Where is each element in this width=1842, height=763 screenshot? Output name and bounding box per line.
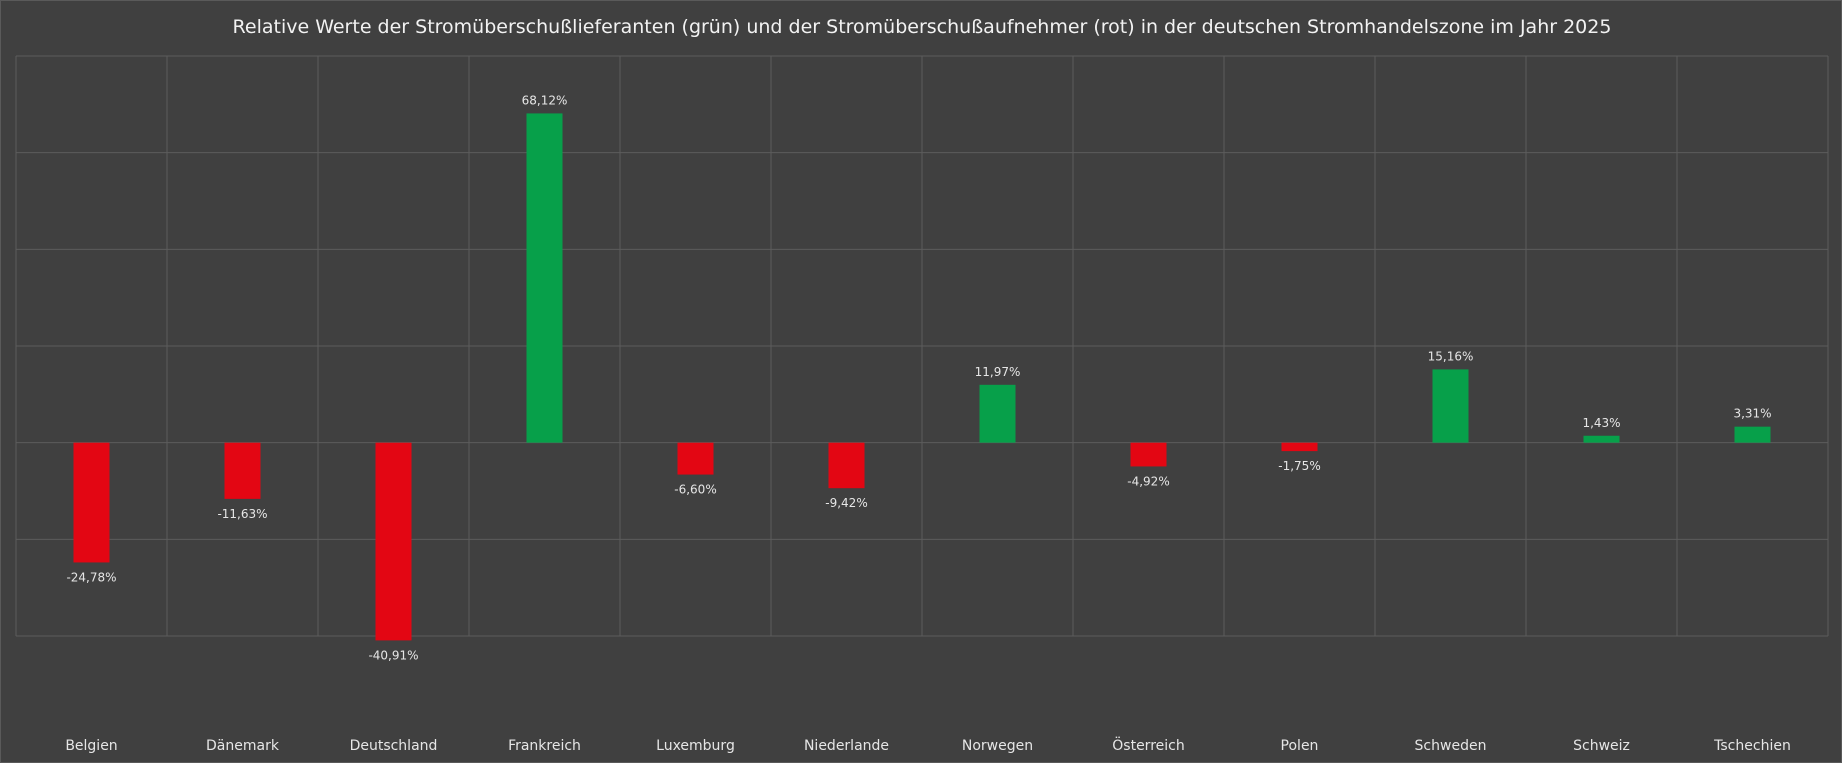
value-label-0: -24,78%: [66, 570, 116, 584]
category-label-3: Frankreich: [508, 738, 581, 754]
value-label-9: 15,16%: [1428, 349, 1474, 363]
bar-7: [1130, 442, 1167, 467]
value-label-7: -4,92%: [1127, 474, 1169, 488]
bar-6: [979, 384, 1016, 443]
value-label-4: -6,60%: [674, 483, 716, 497]
value-label-6: 11,97%: [975, 365, 1021, 379]
value-label-3: 68,12%: [522, 93, 568, 107]
category-label-9: Schweden: [1415, 738, 1487, 754]
bars: [73, 113, 1771, 641]
bar-4: [677, 442, 714, 475]
category-label-7: Österreich: [1112, 736, 1184, 754]
value-label-1: -11,63%: [217, 507, 267, 521]
value-labels: -24,78% -11,63% -40,91% 68,12% -6,60% -9,42% 1…: [66, 93, 1771, 662]
bar-0: [73, 442, 110, 563]
bar-1: [224, 442, 261, 499]
category-label-5: Niederlande: [804, 738, 889, 754]
value-label-2: -40,91%: [368, 648, 418, 662]
category-label-4: Luxemburg: [656, 738, 735, 754]
bar-11: [1734, 426, 1771, 443]
bar-5: [828, 442, 865, 489]
value-label-11: 3,31%: [1733, 407, 1771, 421]
bar-9: [1432, 369, 1469, 443]
category-label-10: Schweiz: [1573, 738, 1630, 754]
category-label-6: Norwegen: [962, 738, 1033, 754]
value-label-5: -9,42%: [825, 496, 867, 510]
category-label-2: Deutschland: [350, 738, 438, 754]
category-label-0: Belgien: [65, 738, 117, 754]
category-labels: Belgien Dänemark Deutschland Frankreich Luxe…: [65, 736, 1791, 754]
category-label-1: Dänemark: [206, 738, 280, 754]
bar-10: [1583, 435, 1620, 443]
bar-2: [375, 442, 412, 641]
bar-3: [526, 113, 563, 443]
value-label-8: -1,75%: [1278, 459, 1320, 473]
chart-title: Relative Werte der Stromüberschußliefera…: [233, 16, 1612, 38]
value-label-10: 1,43%: [1582, 416, 1620, 430]
grid: [15, 55, 1829, 637]
category-label-11: Tschechien: [1713, 738, 1791, 754]
category-label-8: Polen: [1281, 738, 1319, 754]
bar-8: [1281, 442, 1318, 452]
